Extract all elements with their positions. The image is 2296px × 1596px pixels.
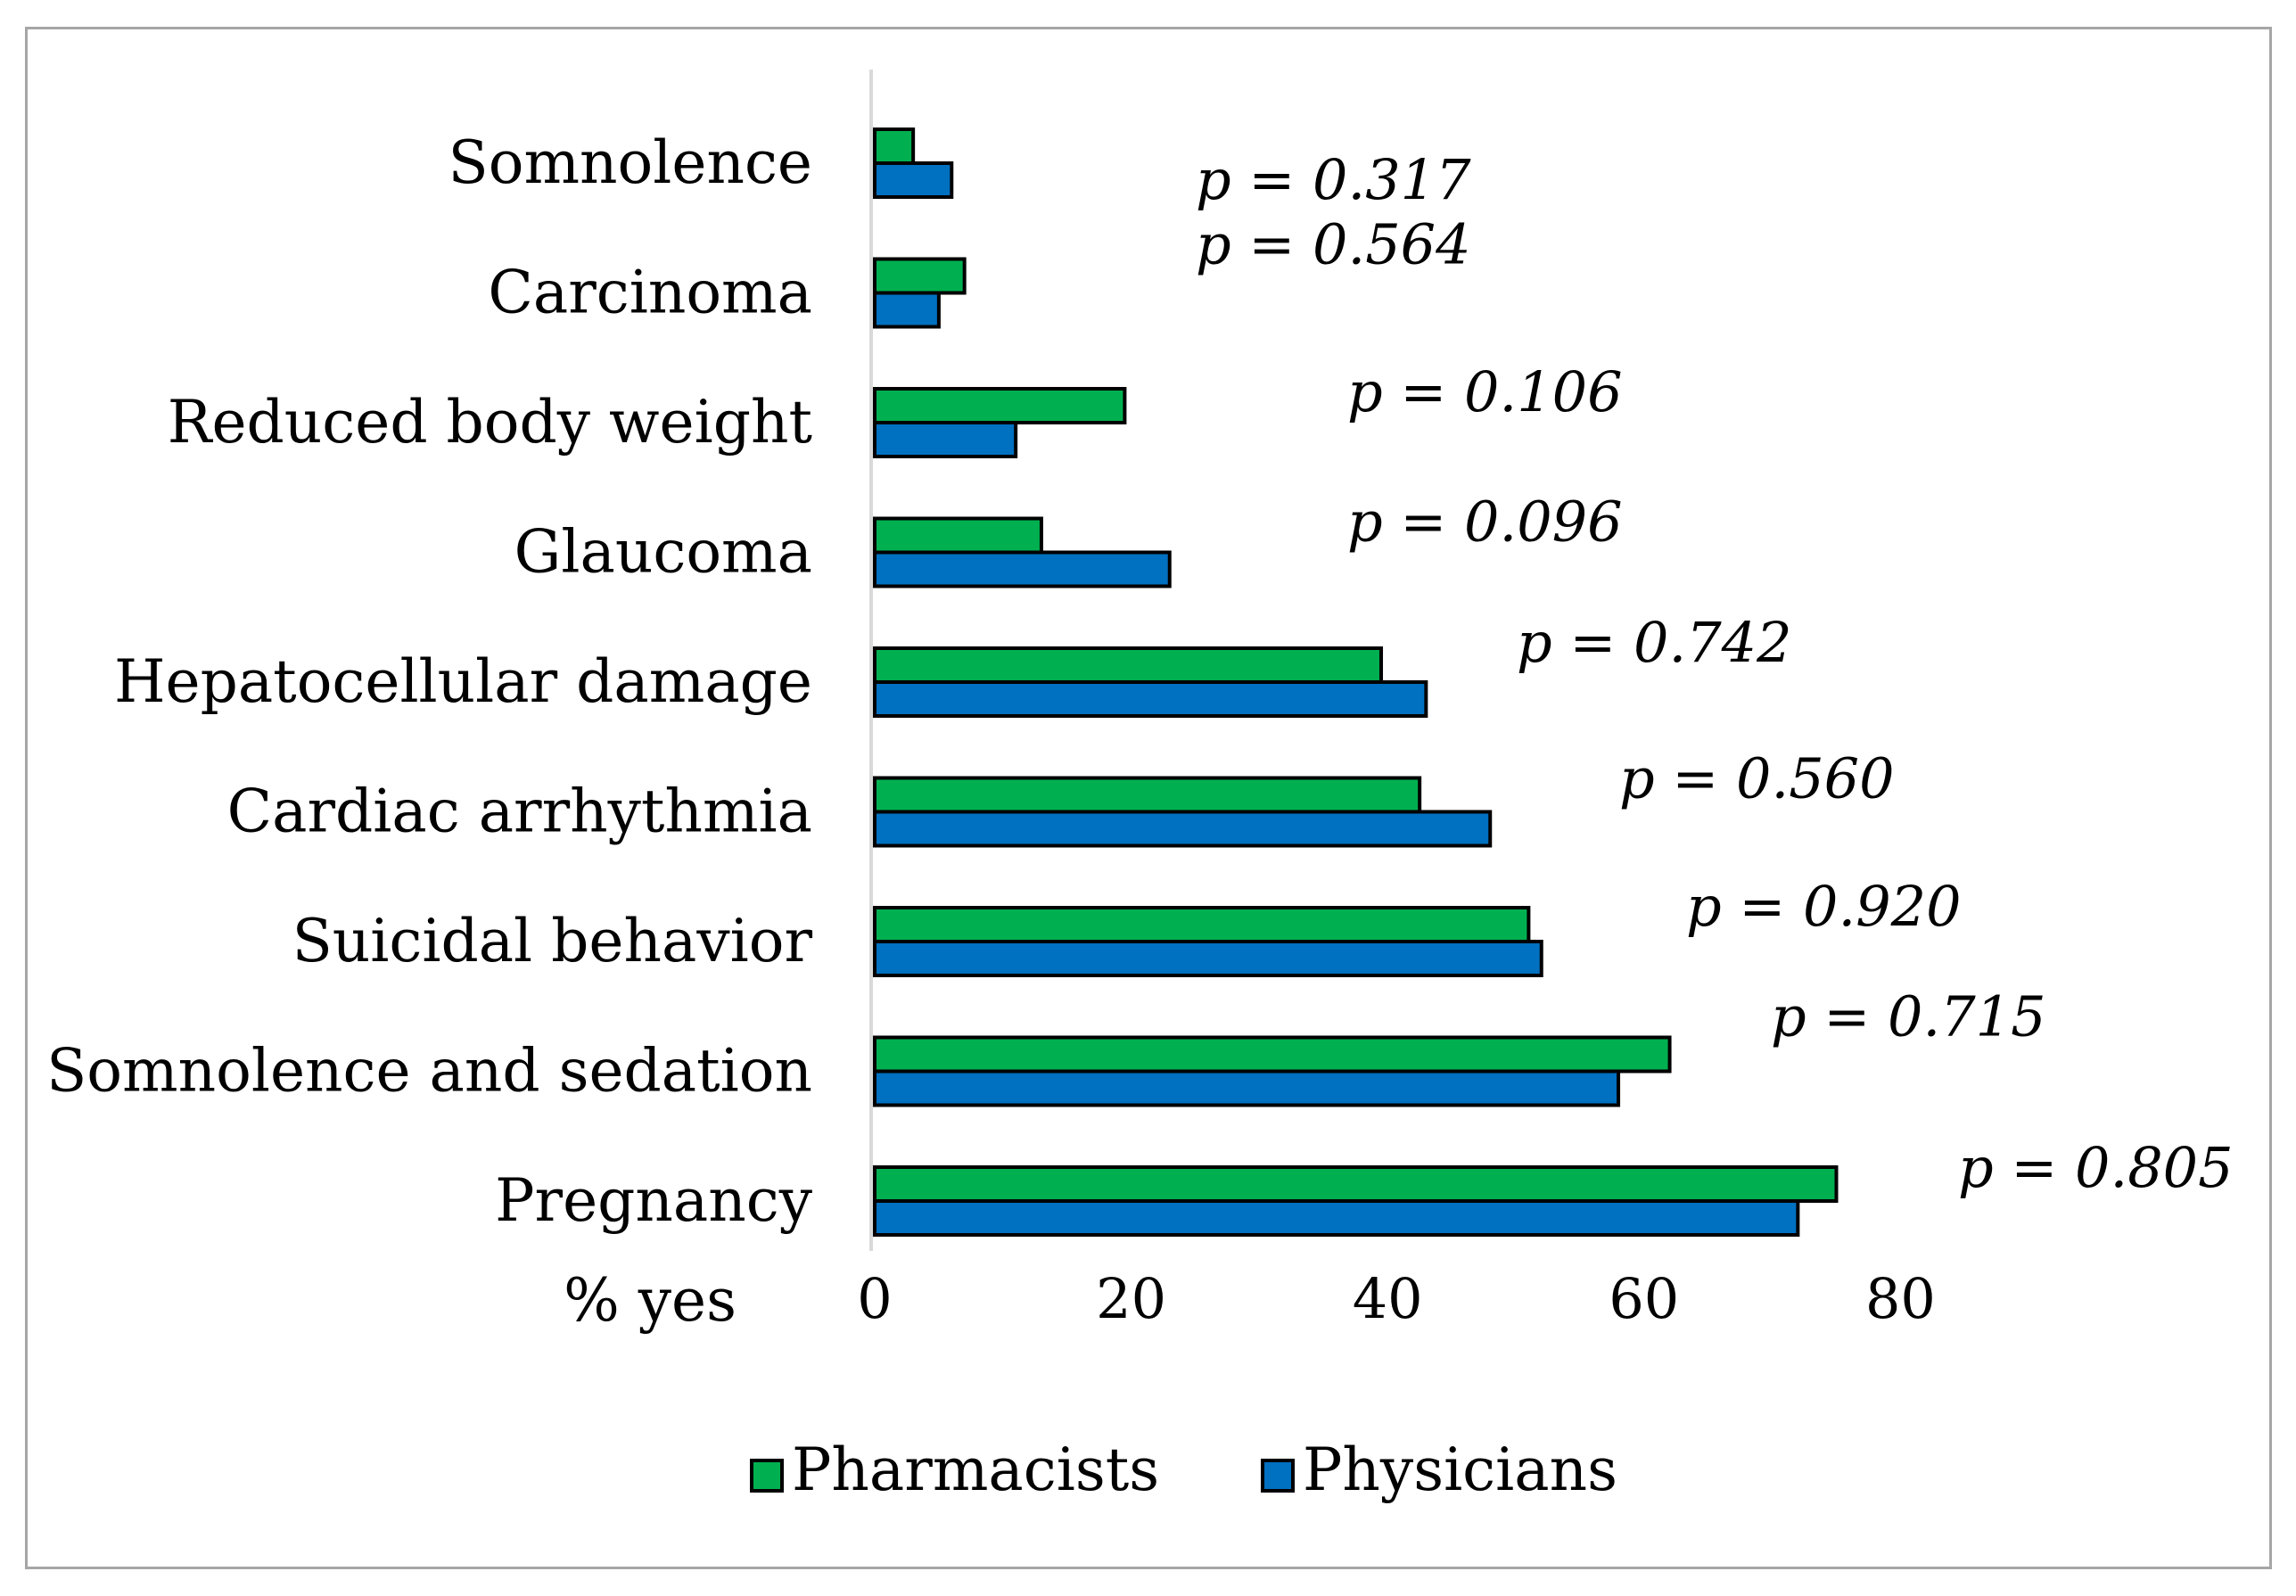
bar-physicians-1[interactable] bbox=[873, 291, 941, 329]
category-label: Pregnancy bbox=[495, 1166, 813, 1235]
category-label: Reduced body weight bbox=[168, 388, 812, 457]
category-label: Glaucoma bbox=[514, 518, 812, 587]
bar-pharmacists-6[interactable] bbox=[873, 906, 1531, 943]
x-tick-label: 40 bbox=[1353, 1266, 1423, 1331]
category-label: Somnolence bbox=[449, 128, 812, 197]
x-tick-label: 60 bbox=[1609, 1266, 1679, 1331]
category-label: Cardiac arrhythmia bbox=[227, 777, 812, 846]
category-label: Carcinoma bbox=[488, 259, 812, 327]
category-label: Suicidal behavior bbox=[292, 907, 813, 975]
bar-physicians-6[interactable] bbox=[873, 940, 1543, 977]
p-value-label: p = 0.560 bbox=[1619, 746, 1895, 811]
legend-item-physicians[interactable]: Physicians bbox=[1261, 1436, 1617, 1504]
p-value-label: p = 0.715 bbox=[1771, 984, 2046, 1049]
legend-label: Physicians bbox=[1303, 1436, 1617, 1504]
bar-pharmacists-4[interactable] bbox=[873, 646, 1384, 684]
p-value-label: p = 0.742 bbox=[1517, 610, 1792, 675]
bar-physicians-4[interactable] bbox=[873, 680, 1428, 718]
p-value-label: p = 0.317 bbox=[1196, 147, 1471, 212]
bar-pharmacists-1[interactable] bbox=[873, 257, 967, 295]
bar-physicians-5[interactable] bbox=[873, 810, 1493, 848]
p-value-label: p = 0.805 bbox=[1958, 1135, 2234, 1200]
p-value-label: p = 0.564 bbox=[1196, 212, 1471, 277]
bar-physicians-8[interactable] bbox=[873, 1199, 1800, 1237]
x-tick-label: 80 bbox=[1865, 1266, 1936, 1331]
bar-physicians-7[interactable] bbox=[873, 1069, 1621, 1107]
x-axis-title: % yes bbox=[564, 1266, 737, 1335]
bar-physicians-0[interactable] bbox=[873, 161, 954, 199]
category-label: Hepatocellular damage bbox=[114, 647, 812, 716]
p-value-label: p = 0.106 bbox=[1347, 359, 1623, 424]
category-labels: Somnolence Carcinoma Reduced body weight Gl… bbox=[46, 128, 813, 1235]
chart-frame: Somnolence Carcinoma Reduced body weight Gl… bbox=[25, 27, 2272, 1569]
bar-physicians-3[interactable] bbox=[873, 550, 1172, 588]
p-value-label: p = 0.920 bbox=[1686, 874, 1962, 939]
bar-physicians-2[interactable] bbox=[873, 421, 1018, 458]
legend-label: Pharmacists bbox=[792, 1436, 1159, 1504]
p-value-label: p = 0.096 bbox=[1347, 489, 1623, 555]
bar-pharmacists-8[interactable] bbox=[873, 1165, 1839, 1203]
bar-pharmacists-5[interactable] bbox=[873, 776, 1422, 814]
legend-swatch bbox=[1261, 1459, 1295, 1493]
x-tick-label: 20 bbox=[1096, 1266, 1166, 1331]
bar-group bbox=[873, 128, 1839, 1237]
bar-pharmacists-7[interactable] bbox=[873, 1035, 1672, 1074]
x-tick-labels: 0 20 40 60 80 bbox=[857, 1266, 1936, 1331]
bar-pharmacists-0[interactable] bbox=[873, 128, 916, 165]
bar-pharmacists-3[interactable] bbox=[873, 516, 1043, 555]
legend[interactable]: Pharmacists Physicians bbox=[750, 1436, 1617, 1504]
x-tick-label: 0 bbox=[857, 1266, 892, 1331]
legend-item-pharmacists[interactable]: Pharmacists bbox=[750, 1436, 1159, 1504]
legend-swatch bbox=[750, 1459, 784, 1493]
bar-chart: Somnolence Carcinoma Reduced body weight Gl… bbox=[46, 70, 2234, 1504]
category-label: Somnolence and sedation bbox=[46, 1037, 812, 1106]
bar-pharmacists-2[interactable] bbox=[873, 387, 1127, 424]
